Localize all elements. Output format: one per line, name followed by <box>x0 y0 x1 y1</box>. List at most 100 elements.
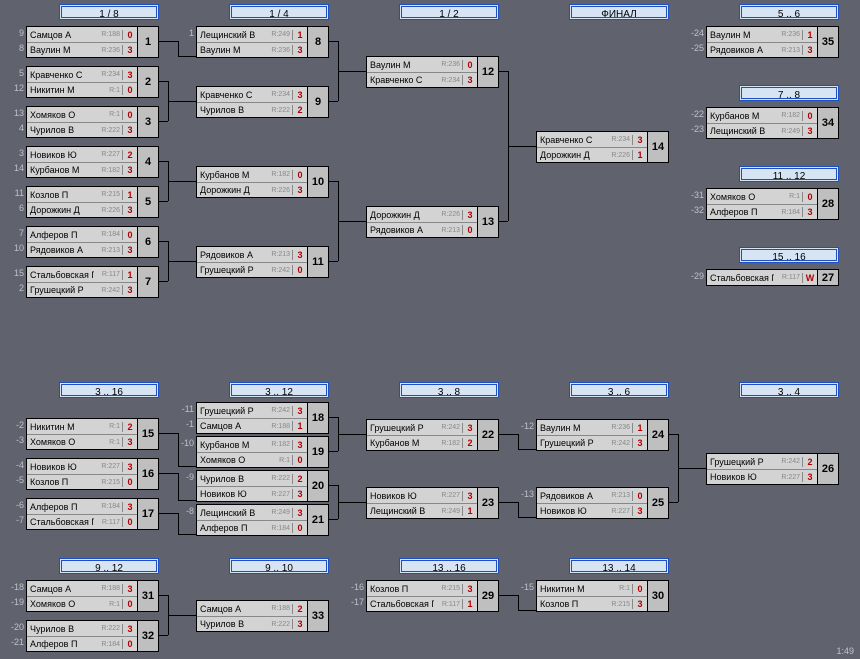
player-name: Хомяков О <box>27 110 94 120</box>
match-box: Никитин МR:10Козлов ПR:215330 <box>536 580 669 612</box>
player-name: Курбанов М <box>197 440 264 450</box>
player-name: Стальбовская П <box>27 517 94 527</box>
seed: -12 <box>520 419 536 434</box>
match-box: Чурилов ВR:2222Новиков ЮR:227320 <box>196 470 329 502</box>
seed-col <box>180 600 196 632</box>
seed <box>180 615 196 630</box>
player-rating: R:236 <box>604 424 632 431</box>
match-id: 27 <box>817 270 838 285</box>
player-name: Хомяков О <box>27 599 94 609</box>
player-rating: R:242 <box>774 458 802 465</box>
bracket-connector <box>158 41 178 42</box>
match-box: Рядовиков АR:2130Новиков ЮR:227325 <box>536 487 669 519</box>
player-score: 2 <box>292 604 307 614</box>
player-score: 0 <box>122 639 137 649</box>
footer-time: 1:49 <box>836 646 854 656</box>
player-name: Лещинский В <box>197 508 264 518</box>
seed-col: 116 <box>10 186 26 218</box>
seed: -21 <box>10 635 26 650</box>
player-row: Самцов АR:1880 <box>27 27 137 42</box>
player-name: Кравченко С <box>27 70 94 80</box>
player-row: Чурилов ВR:2222 <box>197 471 307 486</box>
match-box: Стальбовская ПR:1171Грушецкий РR:24237 <box>26 266 159 298</box>
match: 98Самцов АR:1880Ваулин МR:23631 <box>10 26 159 58</box>
player-score: 2 <box>292 105 307 115</box>
seed-col: -9 <box>180 470 196 502</box>
player-row: Грушецкий РR:2420 <box>197 262 307 277</box>
match: Грушецкий РR:2423Курбанов МR:182222 <box>350 419 499 451</box>
player-row: Ваулин МR:2363 <box>197 42 307 57</box>
player-score: W <box>802 273 817 283</box>
player-score: 1 <box>632 150 647 160</box>
player-score: 3 <box>802 45 817 55</box>
bracket-connector <box>158 635 168 636</box>
player-rating: R:213 <box>94 247 122 254</box>
player-score: 1 <box>632 423 647 433</box>
seed: -15 <box>520 580 536 595</box>
match: Грушецкий РR:2422Новиков ЮR:227326 <box>690 453 839 485</box>
seed-col: 314 <box>10 146 26 178</box>
player-name: Дорожкин Д <box>197 185 264 195</box>
player-row: Чурилов ВR:2223 <box>27 621 137 636</box>
player-row: Дорожкин ДR:2263 <box>197 182 307 197</box>
player-name: Алферов П <box>27 639 94 649</box>
seed: 14 <box>10 161 26 176</box>
player-row: Самцов АR:1883 <box>27 581 137 596</box>
player-score: 0 <box>122 477 137 487</box>
player-rating: R:184 <box>94 503 122 510</box>
player-row: Новиков ЮR:2272 <box>27 147 137 162</box>
player-row: Хомяков ОR:10 <box>707 189 817 204</box>
player-row: Курбанов МR:1820 <box>197 167 307 182</box>
player-row: Лещинский ВR:2491 <box>367 503 477 518</box>
seed-col: -24-25 <box>690 26 706 58</box>
player-score: 3 <box>122 437 137 447</box>
seed: -31 <box>690 188 706 203</box>
player-name: Дорожкин Д <box>27 205 94 215</box>
seed: 3 <box>10 146 26 161</box>
match-box: Чурилов ВR:2223Алферов ПR:184032 <box>26 620 159 652</box>
match: -15Никитин МR:10Козлов ПR:215330 <box>520 580 669 612</box>
match-box: Курбанов МR:1823Хомяков ОR:1019 <box>196 436 329 468</box>
player-name: Рядовиков А <box>27 245 94 255</box>
player-row: Хомяков ОR:10 <box>27 596 137 611</box>
seed-col: -22-23 <box>690 107 706 139</box>
player-row: Лещинский ВR:2491 <box>197 27 307 42</box>
seed-col: 152 <box>10 266 26 298</box>
seed <box>180 166 196 181</box>
match: 134Хомяков ОR:10Чурилов ВR:22233 <box>10 106 159 138</box>
player-score: 3 <box>462 584 477 594</box>
player-row: Хомяков ОR:10 <box>197 452 307 467</box>
player-rating: R:242 <box>264 267 292 274</box>
player-name: Рядовиков А <box>537 491 604 501</box>
seed: -17 <box>350 595 366 610</box>
match-box: Дорожкин ДR:2263Рядовиков АR:213013 <box>366 206 499 238</box>
match-box: Кравченко СR:2343Чурилов ВR:22229 <box>196 86 329 118</box>
match: Кравченко СR:2343Дорожкин ДR:226114 <box>520 131 669 163</box>
match: -16-17Козлов ПR:2153Стальбовская ПR:1171… <box>350 580 499 612</box>
player-row: Козлов ПR:2153 <box>537 596 647 611</box>
player-score: 0 <box>632 491 647 501</box>
match-id: 4 <box>137 147 158 177</box>
seed-col <box>180 166 196 198</box>
player-rating: R:188 <box>94 31 122 38</box>
player-rating: R:188 <box>264 423 292 430</box>
player-row: Грушецкий РR:2423 <box>367 420 477 435</box>
match-box: Хомяков ОR:10Алферов ПR:184328 <box>706 188 839 220</box>
match-box: Ваулин МR:2360Кравченко СR:234312 <box>366 56 499 88</box>
seed <box>180 600 196 615</box>
seed: -20 <box>10 620 26 635</box>
seed <box>520 502 536 517</box>
player-score: 3 <box>632 135 647 145</box>
match-id: 11 <box>307 247 328 277</box>
bracket-connector <box>158 433 178 434</box>
round-header: 3 .. 16 <box>59 382 159 398</box>
player-name: Алферов П <box>707 207 774 217</box>
bracket-connector <box>498 595 518 596</box>
player-rating: R:1 <box>94 601 122 608</box>
player-score: 3 <box>122 125 137 135</box>
match: 116Козлов ПR:2151Дорожкин ДR:22635 <box>10 186 159 218</box>
player-score: 0 <box>462 60 477 70</box>
round-header: 15 .. 16 <box>739 247 839 263</box>
player-row: Стальбовская ПR:1171 <box>367 596 477 611</box>
seed: 15 <box>10 266 26 281</box>
